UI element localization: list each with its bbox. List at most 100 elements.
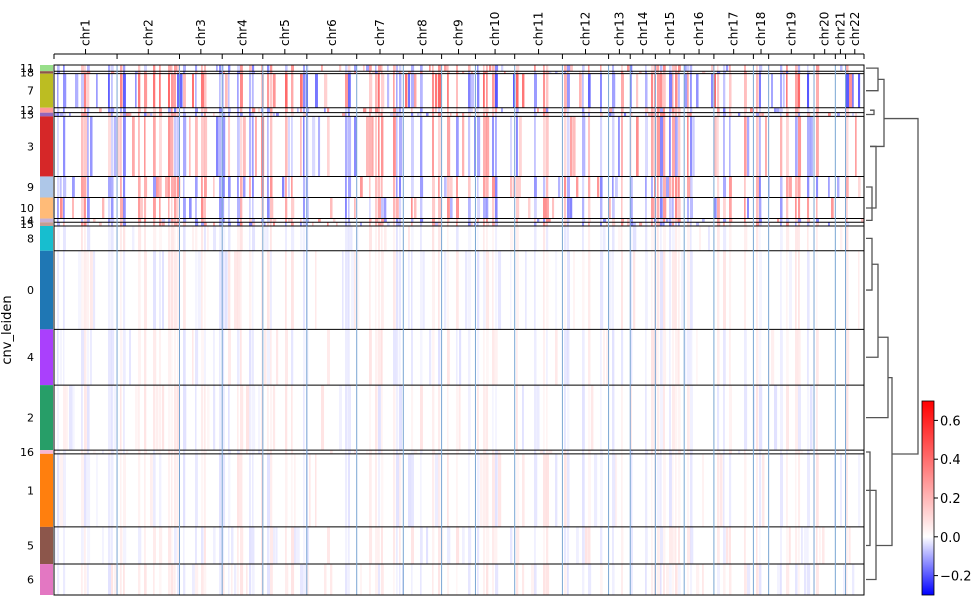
heatmap-stripe	[546, 329, 548, 386]
heatmap-stripe	[237, 526, 239, 565]
heatmap-stripe	[516, 453, 520, 527]
heatmap-stripe	[552, 197, 555, 219]
heatmap-stripe	[675, 176, 678, 198]
heatmap-stripe	[252, 197, 254, 219]
heatmap-stripe	[798, 73, 801, 108]
heatmap-stripe	[195, 71, 198, 74]
heatmap-stripe	[492, 453, 495, 527]
heatmap-stripe	[414, 197, 417, 219]
heatmap-stripe	[81, 218, 84, 223]
heatmap-stripe	[588, 453, 591, 527]
heatmap-stripe	[723, 71, 726, 74]
heatmap-stripe	[852, 73, 854, 108]
chromosome-label: chr9	[452, 19, 466, 46]
heatmap-stripe	[690, 225, 692, 251]
heatmap-stripe	[564, 329, 568, 386]
heatmap-stripe	[657, 197, 660, 219]
heatmap-stripe	[303, 385, 305, 451]
heatmap-stripe	[291, 112, 294, 117]
heatmap-stripe	[81, 112, 85, 117]
heatmap-stripe	[435, 73, 438, 108]
heatmap-stripe	[798, 450, 801, 454]
heatmap-stripe	[795, 197, 797, 219]
chromosome-label: chr6	[325, 19, 339, 46]
heatmap-stripe	[759, 526, 761, 565]
heatmap-stripe	[468, 73, 471, 108]
heatmap-stripe	[627, 65, 630, 72]
heatmap-stripe	[546, 65, 549, 72]
heatmap-stripe	[651, 564, 654, 595]
heatmap-stripe	[672, 329, 675, 386]
heatmap-stripe	[432, 450, 436, 454]
heatmap-stripe	[324, 107, 326, 113]
chromosome-label: chr8	[415, 19, 429, 46]
heatmap-stripe	[744, 450, 746, 454]
heatmap-stripe	[345, 450, 347, 454]
heatmap-stripe	[702, 71, 706, 74]
heatmap-stripe	[111, 222, 114, 226]
heatmap-stripe	[546, 564, 550, 595]
heatmap-stripe	[756, 329, 759, 386]
heatmap-stripe	[846, 450, 849, 454]
heatmap-stripe	[135, 385, 138, 451]
heatmap-cluster-block	[57, 71, 849, 74]
heatmap-stripe	[300, 116, 302, 177]
heatmap-stripe	[411, 225, 414, 251]
heatmap-stripe	[483, 385, 486, 451]
heatmap-stripe	[543, 225, 546, 251]
heatmap-stripe	[384, 218, 387, 223]
heatmap-stripe	[111, 450, 114, 454]
heatmap-stripe	[543, 222, 546, 226]
heatmap-stripe	[615, 453, 618, 527]
heatmap-stripe	[381, 222, 384, 226]
heatmap-stripe	[759, 65, 763, 72]
heatmap-stripe	[357, 225, 359, 251]
heatmap-stripe	[144, 385, 147, 451]
heatmap-stripe	[171, 329, 173, 386]
heatmap-stripe	[438, 116, 441, 177]
heatmap-stripe	[438, 112, 442, 117]
heatmap-stripe	[678, 250, 680, 330]
heatmap-stripe	[348, 329, 351, 386]
heatmap-stripe	[120, 65, 123, 72]
heatmap-stripe	[159, 107, 162, 113]
heatmap-stripe	[621, 218, 624, 223]
heatmap-stripe	[675, 526, 677, 565]
heatmap-stripe	[795, 526, 798, 565]
cluster-label: 14	[20, 214, 34, 227]
heatmap-stripe	[369, 564, 371, 595]
heatmap-stripe	[84, 218, 87, 223]
heatmap-stripe	[612, 71, 615, 74]
heatmap-stripe	[816, 197, 818, 219]
heatmap-stripe	[144, 107, 147, 113]
heatmap-stripe	[600, 225, 603, 251]
heatmap-stripe	[120, 225, 122, 251]
heatmap-stripe	[381, 73, 385, 108]
heatmap-stripe	[249, 453, 251, 527]
heatmap-stripe	[486, 65, 488, 72]
heatmap-stripe	[588, 107, 591, 113]
heatmap-stripe	[765, 116, 767, 177]
heatmap-stripe	[669, 112, 671, 117]
heatmap-stripe	[345, 385, 348, 451]
heatmap-stripe	[162, 222, 165, 226]
heatmap-stripe	[381, 197, 384, 219]
heatmap-stripe	[174, 65, 178, 72]
heatmap-stripe	[537, 218, 540, 223]
heatmap-stripe	[669, 116, 671, 177]
heatmap-stripe	[201, 250, 203, 330]
heatmap-stripe	[807, 250, 810, 330]
heatmap-stripe	[312, 222, 314, 226]
heatmap-stripe	[81, 564, 83, 595]
heatmap-stripe	[111, 176, 114, 198]
heatmap-stripe	[471, 222, 473, 226]
heatmap-stripe	[486, 107, 489, 113]
heatmap-stripe	[729, 329, 731, 386]
heatmap-stripe	[606, 329, 609, 386]
heatmap-stripe	[645, 450, 649, 454]
heatmap-stripe	[798, 65, 801, 72]
heatmap-stripe	[798, 116, 802, 177]
heatmap-stripe	[219, 225, 222, 251]
heatmap-stripe	[816, 112, 819, 117]
heatmap-stripe	[420, 65, 423, 72]
